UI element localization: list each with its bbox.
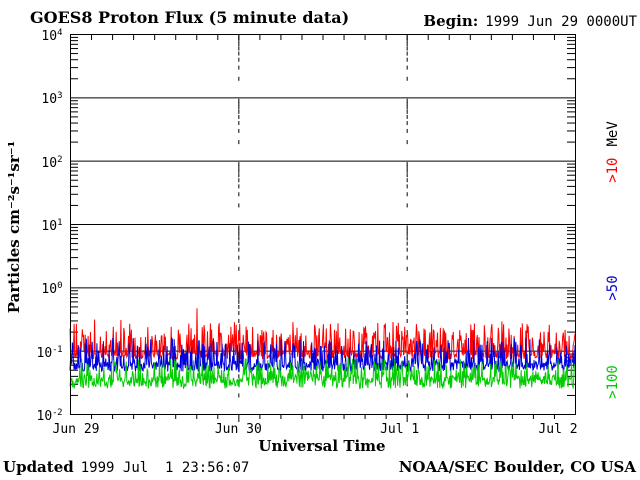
x-tick-label-jun-30: Jun 30 (214, 422, 262, 437)
y-tick-label-1e3: 103 (41, 91, 62, 108)
series-gt100-line (69, 358, 576, 390)
begin-label: Begin: (423, 12, 479, 30)
page-title: GOES8 Proton Flux (5 minute data) (30, 8, 350, 27)
series-gt10-line (69, 308, 576, 361)
y-tick-label-1e2: 102 (41, 154, 62, 171)
decade-gridlines (70, 97, 575, 352)
y-tick-label-1e-1: 10-1 (36, 344, 63, 361)
updated-timestamp: Updated 1999 Jul 1 23:56:07 (3, 458, 249, 476)
credit-text: NOAA/SEC Boulder, CO USA (398, 458, 636, 476)
begin-value: 1999 Jun 29 0000UT (485, 14, 637, 30)
legend-mev-unit: MeV (605, 121, 621, 147)
x-tick-label-jun-29: Jun 29 (52, 422, 100, 437)
y-tick-label-1e0: 100 (41, 281, 62, 298)
plot-border (70, 34, 576, 415)
y-tick-label-1e1: 101 (41, 218, 62, 234)
x-tick-label-jul-2: Jul 2 (538, 422, 578, 437)
y-tick-label-1e4: 104 (41, 28, 62, 44)
y-tick-label-1e-2: 10-2 (36, 408, 63, 424)
updated-label: Updated (3, 458, 74, 476)
legend-gt100: >100 (605, 365, 621, 399)
x-axis-title: Universal Time (258, 437, 386, 455)
day-boundary-lines (238, 35, 408, 398)
begin-timestamp: Begin: 1999 Jun 29 0000UT (423, 12, 637, 30)
x-tick-label-jul-1: Jul 1 (380, 422, 420, 437)
legend-gt10-label: >10 (605, 157, 621, 183)
updated-value: 1999 Jul 1 23:56:07 (80, 460, 250, 476)
